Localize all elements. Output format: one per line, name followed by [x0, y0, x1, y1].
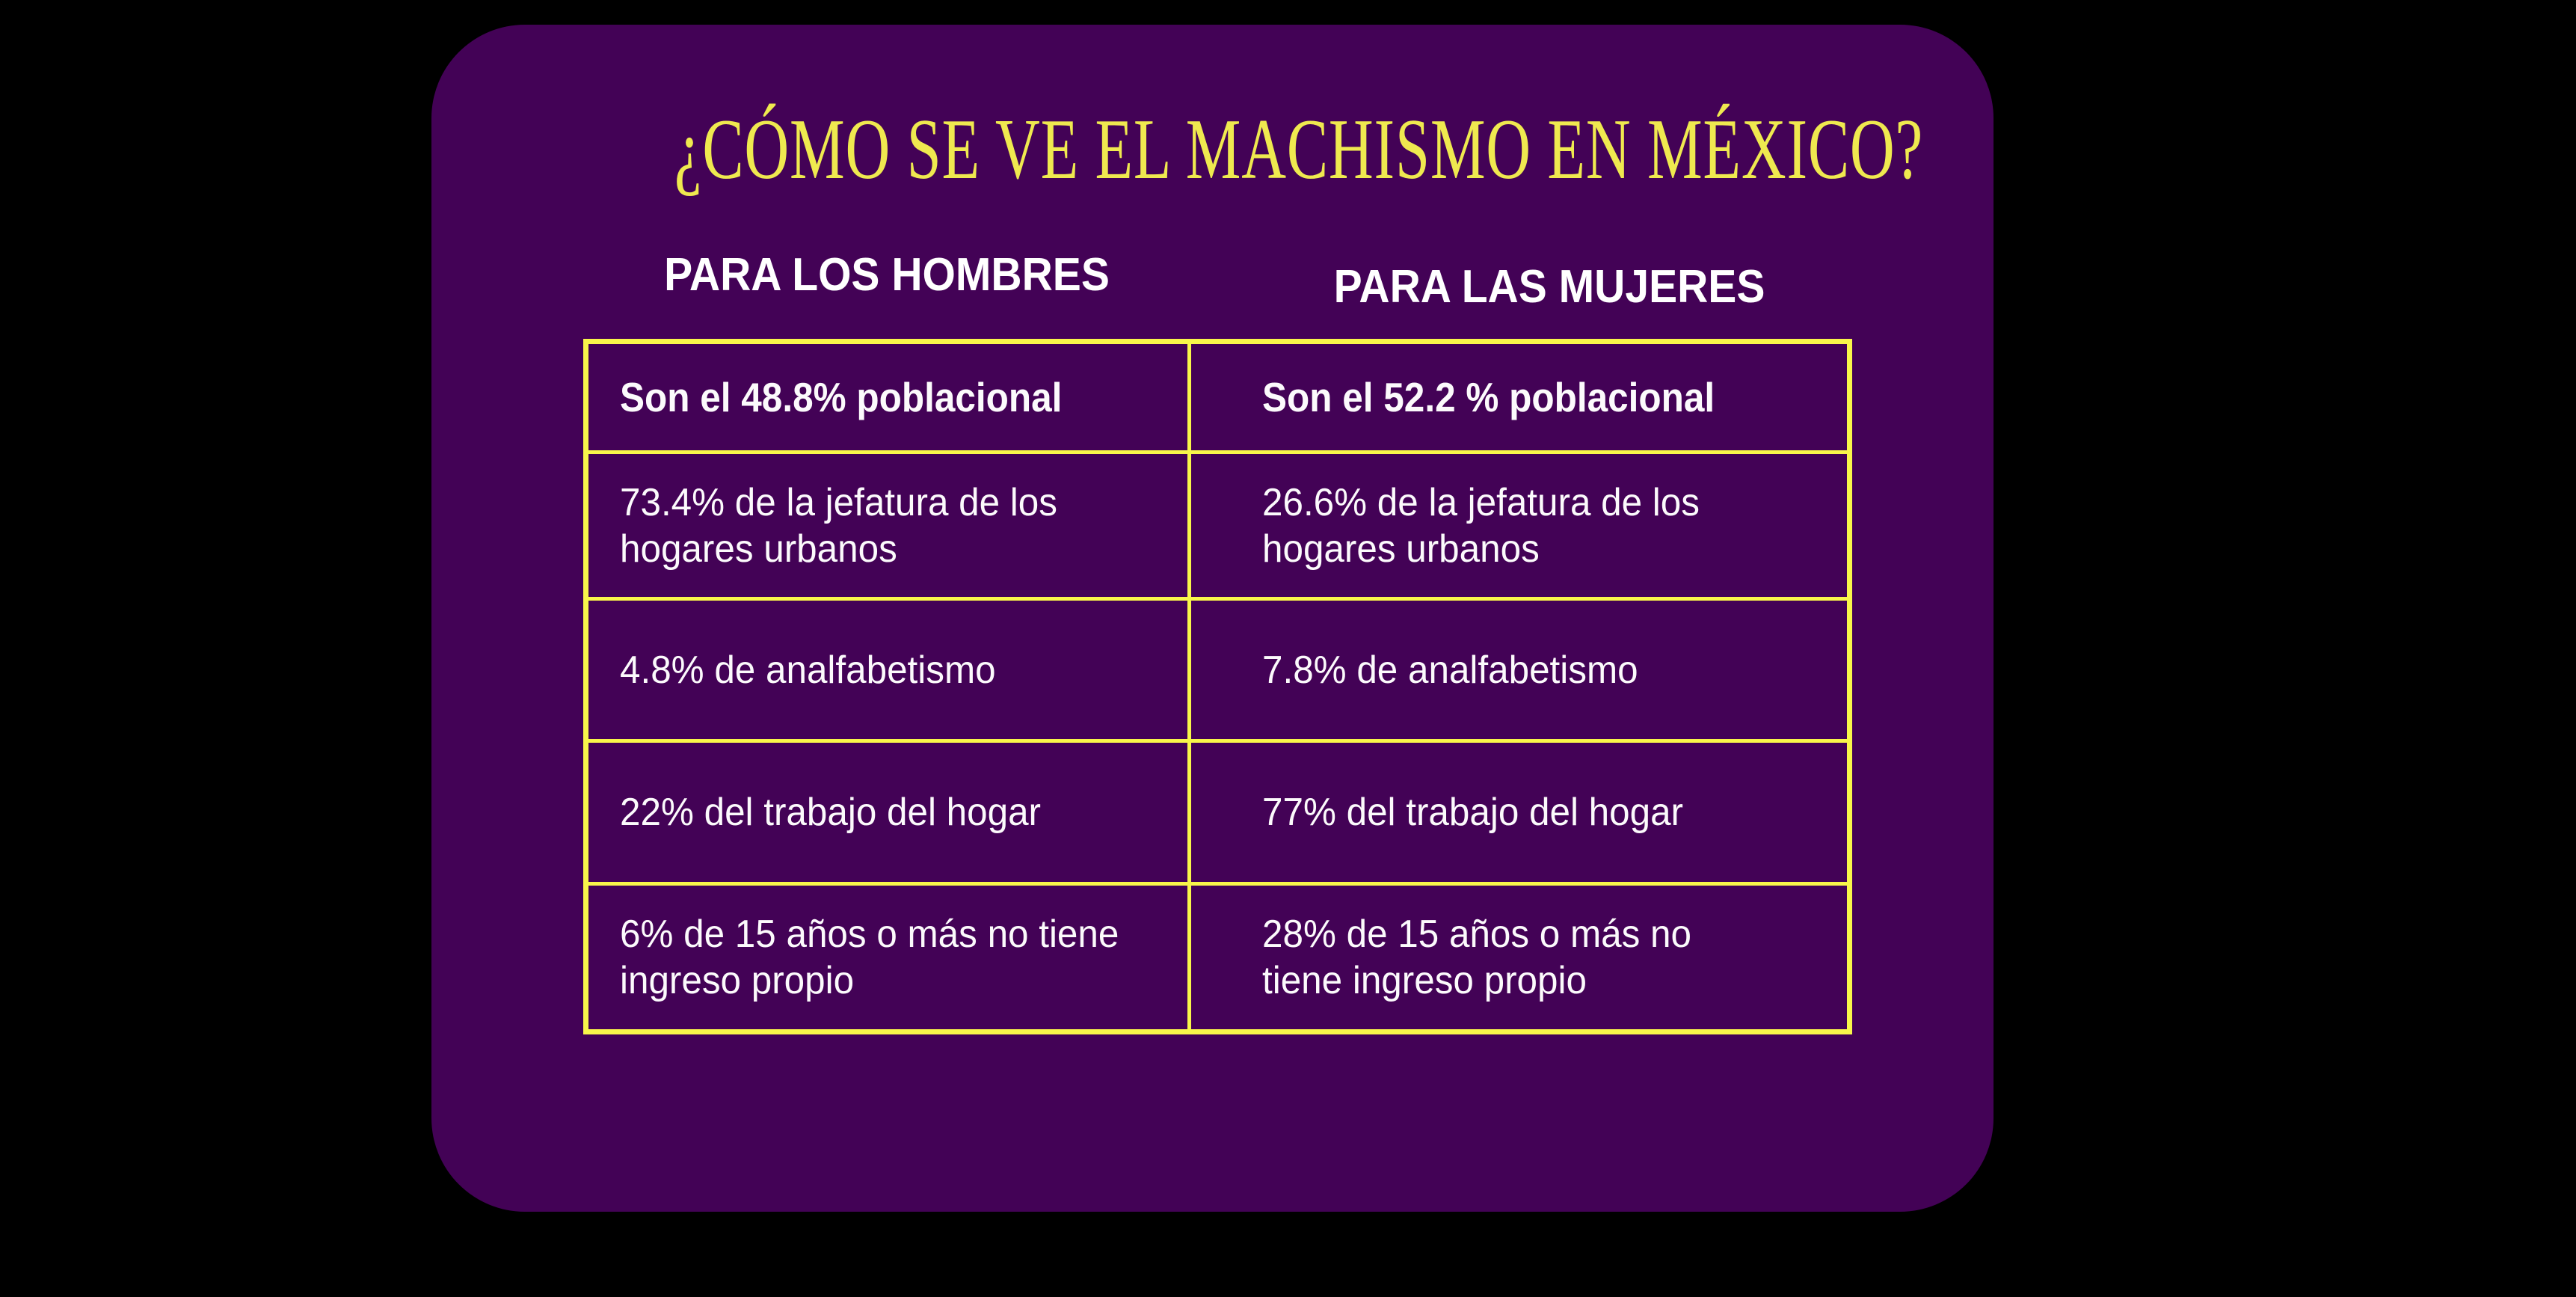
cell-jefatura-hombres-text: 73.4% de la jefatura de los hogares urba… [620, 480, 1057, 571]
cell-poblacional-mujeres: Son el 52.2 % poblacional [1191, 344, 1847, 454]
cell-analfabetismo-mujeres-text: 7.8% de analfabetismo [1262, 648, 1638, 692]
cell-trabajo-hogar-mujeres: 77% del trabajo del hogar [1191, 743, 1847, 886]
cell-poblacional-mujeres-text: Son el 52.2 % poblacional [1262, 374, 1715, 420]
cell-ingreso-propio-hombres-text: 6% de 15 años o más no tiene ingreso pro… [620, 913, 1119, 1002]
cell-jefatura-mujeres: 26.6% de la jefatura de los hogares urba… [1191, 454, 1847, 601]
page-title-text: ¿CÓMO SE VE EL MACHISMO EN MÉXICO? [674, 102, 1924, 197]
cell-analfabetismo-hombres-text: 4.8% de analfabetismo [620, 648, 996, 692]
cell-analfabetismo-hombres: 4.8% de analfabetismo [588, 601, 1191, 743]
column-header-hombres: PARA LOS HOMBRES [664, 249, 1110, 301]
cell-poblacional-hombres: Son el 48.8% poblacional [588, 344, 1191, 454]
cell-poblacional-hombres-text: Son el 48.8% poblacional [620, 374, 1063, 420]
cell-trabajo-hogar-hombres-text: 22% del trabajo del hogar [620, 791, 1042, 834]
statistics-table: Son el 48.8% poblacional Son el 52.2 % p… [583, 339, 1852, 1034]
page-title: ¿CÓMO SE VE EL MACHISMO EN MÉXICO? [431, 96, 1994, 203]
cell-ingreso-propio-hombres: 6% de 15 años o más no tiene ingreso pro… [588, 886, 1191, 1029]
cell-analfabetismo-mujeres: 7.8% de analfabetismo [1191, 601, 1847, 743]
cell-jefatura-mujeres-text: 26.6% de la jefatura de los hogares urba… [1262, 480, 1700, 571]
infographic-card: ¿CÓMO SE VE EL MACHISMO EN MÉXICO? PARA … [431, 25, 1994, 1212]
column-header-mujeres: PARA LAS MUJERES [1333, 261, 1765, 313]
cell-ingreso-propio-mujeres: 28% de 15 años o más no tiene ingreso pr… [1191, 886, 1847, 1029]
cell-jefatura-hombres: 73.4% de la jefatura de los hogares urba… [588, 454, 1191, 601]
cell-ingreso-propio-mujeres-text: 28% de 15 años o más no tiene ingreso pr… [1262, 913, 1691, 1002]
cell-trabajo-hogar-hombres: 22% del trabajo del hogar [588, 743, 1191, 886]
cell-trabajo-hogar-mujeres-text: 77% del trabajo del hogar [1262, 791, 1684, 834]
